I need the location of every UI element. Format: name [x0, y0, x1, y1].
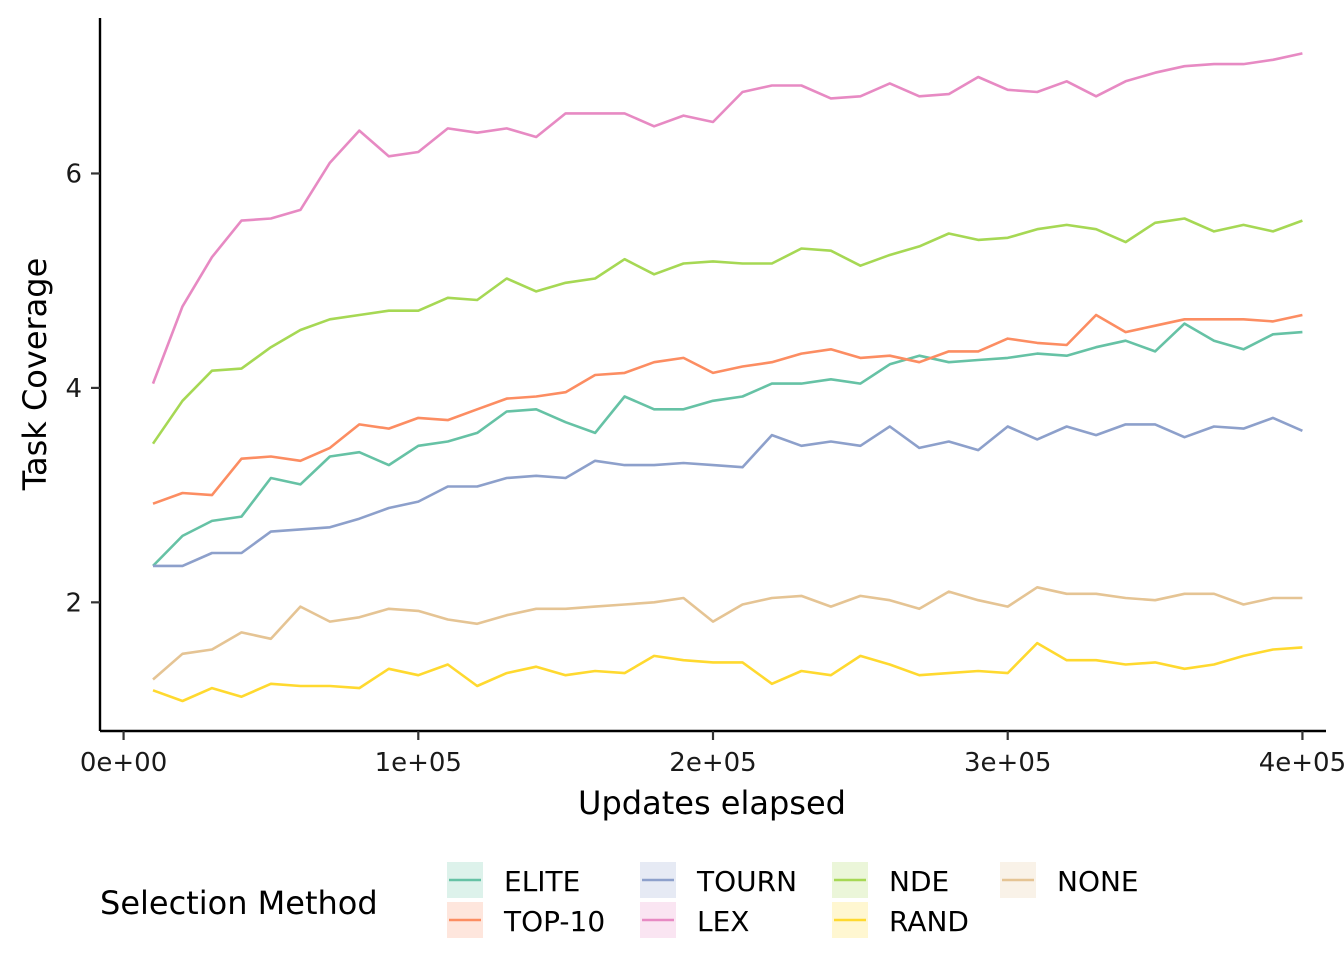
y-tick-label: 6 — [65, 159, 82, 189]
legend-label: LEX — [697, 905, 749, 938]
series-layer — [151, 52, 1303, 703]
axes-layer: 0e+00 1e+05 2e+05 3e+05 4e+05 2 4 6 — [65, 18, 1344, 778]
x-axis-title: Updates elapsed — [578, 784, 846, 822]
x-tick-label: 2e+05 — [669, 748, 756, 778]
legend: Selection Method ELITE TOP-10 TOURN LEX NDE R… — [100, 862, 1139, 938]
legend-label: TOP-10 — [503, 905, 605, 938]
x-tick-label: 1e+05 — [375, 748, 462, 778]
legend-item-elite: ELITE — [447, 862, 580, 898]
legend-title: Selection Method — [100, 884, 378, 922]
y-tick-label: 2 — [65, 588, 82, 618]
x-tick-label: 0e+00 — [80, 748, 167, 778]
legend-label: TOURN — [696, 865, 797, 898]
legend-item-nde: NDE — [832, 862, 949, 898]
legend-label: ELITE — [504, 865, 580, 898]
legend-item-top-10: TOP-10 — [447, 902, 605, 938]
series-line-tourn — [153, 416, 1303, 568]
legend-label: NONE — [1057, 865, 1139, 898]
series-line-top-10 — [152, 313, 1303, 505]
legend-item-lex: LEX — [640, 902, 749, 938]
legend-label: RAND — [889, 905, 969, 938]
y-tick-label: 4 — [65, 374, 82, 404]
x-tick-label: 4e+05 — [1259, 748, 1344, 778]
legend-label: NDE — [889, 865, 949, 898]
series-line-lex — [151, 52, 1303, 385]
legend-item-none: NONE — [1000, 862, 1139, 898]
series-line-nde — [151, 217, 1303, 445]
y-axis-title: Task Coverage — [16, 258, 54, 492]
legend-item-tourn: TOURN — [640, 862, 797, 898]
series-line-elite — [152, 322, 1303, 567]
x-tick-label: 3e+05 — [964, 748, 1051, 778]
series-line-rand — [152, 641, 1303, 703]
legend-item-rand: RAND — [832, 902, 969, 938]
series-line-none — [152, 585, 1303, 681]
